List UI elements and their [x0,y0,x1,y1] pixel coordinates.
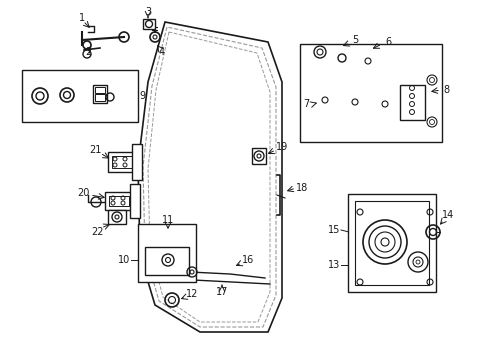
Text: 16: 16 [242,255,254,265]
Bar [22,70,138,122]
Text: 14: 14 [441,210,453,220]
Bar [145,247,189,275]
Text: 20: 20 [77,188,89,198]
Bar [95,94,105,101]
Text: 3: 3 [144,7,151,17]
Bar [95,87,105,93]
Bar [108,152,136,172]
Text: 22: 22 [91,227,103,237]
Bar [108,210,126,224]
Text: 10: 10 [118,255,130,265]
Text: 12: 12 [185,289,198,299]
Bar [132,144,142,180]
Text: 15: 15 [327,225,339,235]
Text: 8: 8 [442,85,448,95]
Text: 4: 4 [159,47,165,57]
Bar [130,184,140,218]
Bar [347,194,435,292]
Bar [142,19,155,29]
Text: 1: 1 [79,13,85,23]
Bar [299,44,441,142]
Text: 5: 5 [351,35,357,45]
Bar [399,85,424,120]
Text: 2: 2 [85,47,91,57]
Text: 7: 7 [302,99,308,109]
Text: 6: 6 [384,37,390,47]
Bar [105,192,133,210]
Text: 9: 9 [139,91,145,101]
Text: 18: 18 [295,183,307,193]
Bar [112,156,132,168]
Bar [109,196,129,206]
Text: 17: 17 [215,287,228,297]
Bar [251,148,265,164]
Text: 11: 11 [162,215,174,225]
Text: 21: 21 [89,145,101,155]
Bar [93,85,107,103]
Text: 13: 13 [327,260,339,270]
Bar [138,224,196,282]
Bar [354,201,428,285]
Text: 19: 19 [275,142,287,152]
